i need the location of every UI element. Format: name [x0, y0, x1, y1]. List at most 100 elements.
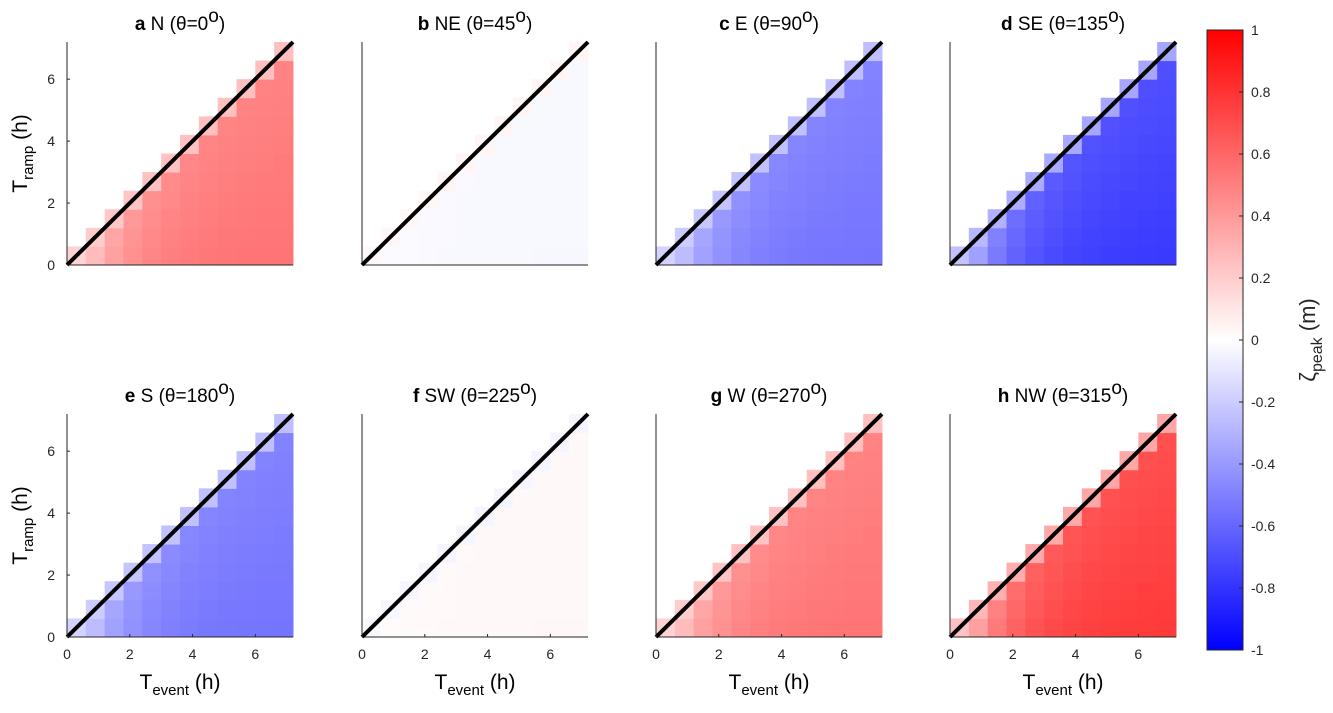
heatmap-cell	[569, 209, 589, 229]
heatmap-cell	[1025, 227, 1045, 247]
heatmap-cell	[712, 227, 732, 247]
heatmap-cell	[1081, 618, 1102, 638]
heatmap-cell	[512, 525, 532, 545]
heatmap-cell	[104, 618, 124, 638]
heatmap-cell	[1138, 190, 1158, 210]
heatmap-cell	[1100, 116, 1120, 136]
heatmap-cell	[274, 506, 294, 526]
heatmap-cell	[769, 544, 789, 564]
heatmap-cell	[1138, 544, 1158, 564]
heatmap-cell	[1006, 581, 1026, 601]
heatmap-cell	[769, 618, 789, 638]
heatmap-cell	[161, 599, 181, 619]
heatmap-cell	[1081, 525, 1102, 545]
heatmap-cell	[863, 432, 883, 452]
heatmap-cell	[418, 581, 438, 601]
heatmap-cell	[493, 153, 514, 173]
heatmap-cell	[437, 190, 457, 210]
panel-direction: N	[145, 14, 164, 35]
heatmap-cell	[569, 172, 589, 192]
panel-direction: SE	[1013, 14, 1044, 35]
heatmap-cell	[825, 544, 845, 564]
heatmap-cell	[1006, 599, 1026, 619]
heatmap-cell	[731, 246, 751, 266]
heatmap-cell	[236, 469, 256, 489]
heatmap-cell	[180, 227, 200, 247]
heatmap-cell	[274, 60, 294, 80]
heatmap-cell	[418, 227, 438, 247]
heatmap-cell	[569, 544, 589, 564]
heatmap-cell	[437, 227, 457, 247]
heatmap-cell	[844, 544, 864, 564]
heatmap-cell	[512, 618, 532, 638]
heatmap-cell	[750, 172, 770, 192]
heatmap-cell	[217, 134, 237, 154]
panel-title-b: b NE (θ=45o)	[418, 6, 533, 35]
x-tick-label: 6	[840, 646, 848, 662]
heatmap-cell	[217, 153, 237, 173]
heatmap-cell	[844, 525, 864, 545]
heatmap-cell	[550, 562, 570, 582]
heatmap-cell	[531, 562, 551, 582]
heatmap-cell	[569, 488, 589, 508]
heatmap-cell	[493, 581, 514, 601]
heatmap-cell	[712, 246, 732, 266]
heatmap-cell	[142, 562, 162, 582]
heatmap-cell	[217, 544, 237, 564]
heatmap-cell	[475, 209, 495, 229]
panel-angle-close: )	[1122, 386, 1128, 407]
heatmap-cell	[825, 618, 845, 638]
heatmap-cell	[750, 227, 770, 247]
heatmap-cell	[712, 599, 732, 619]
diagonal-line	[654, 40, 884, 267]
heatmap-cell	[550, 190, 570, 210]
heatmap-cell	[1119, 506, 1139, 526]
heatmap-cell	[825, 506, 845, 526]
heatmap-cell	[493, 209, 514, 229]
heatmap-cell	[1044, 581, 1064, 601]
heatmap-cell	[512, 246, 532, 266]
heatmap-cell	[274, 190, 294, 210]
heatmap-cell	[1157, 451, 1177, 471]
heatmap-cell	[731, 599, 751, 619]
heatmap-cell	[274, 134, 294, 154]
heatmap-cell	[1157, 246, 1177, 266]
heatmap-cell	[217, 562, 237, 582]
heatmap-cell	[217, 172, 237, 192]
heatmap-cell	[550, 227, 570, 247]
heatmap-cell	[769, 172, 789, 192]
heatmap-cell	[217, 209, 237, 229]
heatmap-cell	[180, 153, 200, 173]
heatmap-cells-e	[67, 414, 294, 638]
heatmap-cell	[274, 79, 294, 99]
heatmap-cell	[1100, 153, 1120, 173]
heatmap-cell	[180, 172, 200, 192]
heatmap-cell	[863, 488, 883, 508]
heatmap-cell	[456, 209, 476, 229]
y-axis-label-unit: (h)	[9, 114, 32, 146]
heatmap-cell	[123, 209, 143, 229]
heatmap-cell	[569, 153, 589, 173]
heatmap-cell	[418, 599, 438, 619]
heatmap-cell	[255, 525, 275, 545]
colorbar: -1 -0.8 -0.6 -0.4 -0.2 0 0.2 0.4 0.6 0.8 1 ζpeak (m…	[1206, 22, 1326, 658]
heatmap-cell	[456, 227, 476, 247]
panel-letter: b	[418, 14, 430, 35]
y-tick-label: 6	[47, 443, 55, 459]
heatmap-cell	[769, 227, 789, 247]
diagonal-line	[360, 40, 590, 267]
heatmap-cell	[569, 227, 589, 247]
heatmap-cell	[863, 451, 883, 471]
heatmap-cell	[493, 134, 514, 154]
heatmap-cell	[1157, 190, 1177, 210]
heatmap-cell	[1138, 525, 1158, 545]
diagonal-line	[948, 412, 1178, 639]
heatmap-cell	[787, 525, 808, 545]
heatmap-cell	[863, 134, 883, 154]
heatmap-cell	[569, 599, 589, 619]
panel-angle: (θ=225	[455, 386, 520, 407]
heatmap-cell	[512, 544, 532, 564]
heatmap-cell	[731, 618, 751, 638]
panel-angle-close: )	[813, 14, 819, 35]
heatmap-cell	[493, 246, 514, 266]
